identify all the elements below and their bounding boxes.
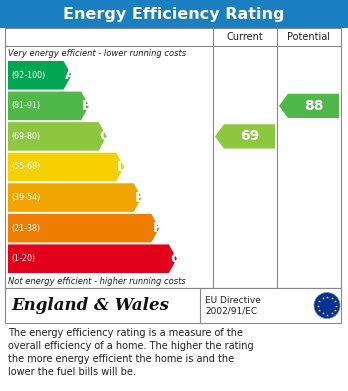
Text: G: G [170,252,181,266]
Text: Potential: Potential [287,32,331,42]
Polygon shape [8,91,89,120]
Text: 69: 69 [240,129,259,143]
Polygon shape [215,124,275,149]
Text: Current: Current [227,32,263,42]
Text: overall efficiency of a home. The higher the rating: overall efficiency of a home. The higher… [8,341,254,351]
Text: lower the fuel bills will be.: lower the fuel bills will be. [8,367,136,377]
Text: E: E [135,190,144,204]
Bar [5,288,341,323]
Text: F: F [152,221,162,235]
Circle shape [314,292,340,319]
Polygon shape [8,122,107,151]
Polygon shape [8,214,159,242]
Text: Not energy efficient - higher running costs: Not energy efficient - higher running co… [8,276,186,285]
Text: England & Wales: England & Wales [11,297,169,314]
Text: (21-38): (21-38) [11,224,40,233]
Text: A: A [65,68,75,82]
Text: Energy Efficiency Rating: Energy Efficiency Rating [63,7,285,22]
Polygon shape [8,153,124,181]
Text: C: C [100,129,110,143]
Text: 2002/91/EC: 2002/91/EC [205,306,257,315]
Polygon shape [8,183,142,212]
Bar [5,28,341,288]
Bar [0,0,348,28]
Text: B: B [82,99,93,113]
Text: (55-68): (55-68) [11,163,40,172]
Text: (92-100): (92-100) [11,71,45,80]
Polygon shape [8,61,72,90]
Text: D: D [117,160,129,174]
Text: EU Directive: EU Directive [205,296,261,305]
Polygon shape [8,244,177,273]
Text: (69-80): (69-80) [11,132,40,141]
Text: (81-91): (81-91) [11,101,40,110]
Text: 88: 88 [304,99,323,113]
Text: (39-54): (39-54) [11,193,40,202]
Text: the more energy efficient the home is and the: the more energy efficient the home is an… [8,354,234,364]
Text: Very energy efficient - lower running costs: Very energy efficient - lower running co… [8,48,186,57]
Text: The energy efficiency rating is a measure of the: The energy efficiency rating is a measur… [8,328,243,338]
Text: (1-20): (1-20) [11,254,35,263]
Polygon shape [279,94,339,118]
